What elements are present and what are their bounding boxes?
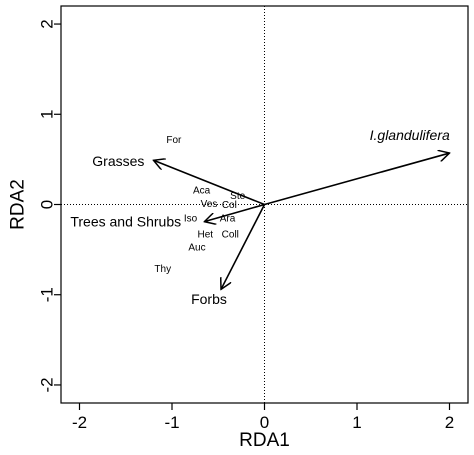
y-tick-label: 0 <box>38 200 57 209</box>
vector-label-grasses: Grasses <box>92 153 144 169</box>
y-tick-label: -2 <box>38 377 57 392</box>
species-label-aca: Aca <box>193 185 211 196</box>
x-tick-label: 2 <box>445 413 454 432</box>
x-axis: -2 -1 0 1 2 <box>72 403 454 432</box>
y-tick-label: 2 <box>38 19 57 28</box>
species-label-ves: Ves <box>201 199 218 210</box>
y-tick-label: -1 <box>38 287 57 302</box>
y-tick-label: 1 <box>38 110 57 119</box>
vector-label-forbs: Forbs <box>191 291 227 307</box>
vector-forbs <box>221 204 266 290</box>
species-label-ara: Ara <box>220 213 236 224</box>
x-tick-label: -2 <box>72 413 87 432</box>
vector-i-glandulifera <box>264 153 450 206</box>
vector-trees-and-shrubs <box>204 203 265 222</box>
species-labels: For Aca Ste Ves Col Iso Ara Het Coll Auc Thy <box>154 135 245 275</box>
x-tick-label: 1 <box>352 413 361 432</box>
x-axis-title: RDA1 <box>239 430 290 451</box>
vector-label-trees-and-shrubs: Trees and Shrubs <box>70 214 181 230</box>
species-label-thy: Thy <box>154 264 171 275</box>
species-label-auc: Auc <box>188 242 205 253</box>
species-label-for: For <box>166 135 182 146</box>
species-label-het: Het <box>198 230 214 241</box>
vector-grasses <box>154 160 265 206</box>
y-axis: -2 -1 0 1 2 <box>38 19 61 393</box>
species-label-coll: Coll <box>222 230 239 241</box>
species-label-col: Col <box>222 200 237 211</box>
species-label-iso: Iso <box>184 213 198 224</box>
x-tick-label: -1 <box>164 413 179 432</box>
y-axis-title: RDA2 <box>8 179 29 230</box>
species-label-ste: Ste <box>230 191 245 202</box>
vector-label-i-glandulifera: I.glandulifera <box>370 127 450 143</box>
x-tick-label: 0 <box>260 413 269 432</box>
